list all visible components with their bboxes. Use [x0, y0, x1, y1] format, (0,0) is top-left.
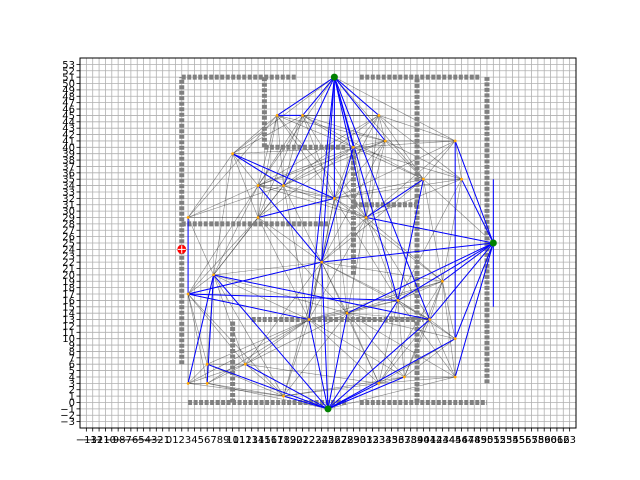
- sample-node-2: [187, 382, 190, 385]
- sample-node-16: [346, 312, 349, 315]
- goal-point-2: [325, 405, 332, 412]
- sample-node-27: [460, 178, 463, 181]
- sample-node-7: [244, 363, 247, 366]
- goal-point-0: [331, 74, 338, 81]
- roadmap-edge-122: [322, 262, 379, 383]
- roadmap-edge-106: [309, 320, 404, 377]
- sample-node-8: [257, 184, 260, 187]
- sample-node-28: [454, 337, 457, 340]
- sample-node-25: [441, 280, 444, 283]
- roadmap-edge-125: [334, 198, 366, 217]
- sample-node-18: [365, 216, 368, 219]
- roadmap-edge-55: [245, 364, 379, 383]
- sample-node-3: [206, 363, 209, 366]
- sample-node-31: [377, 382, 380, 385]
- path-segment-28: [322, 262, 328, 409]
- x-tick-label-76: 63: [563, 435, 576, 446]
- sample-node-10: [276, 114, 279, 117]
- goal-point-1: [490, 240, 497, 247]
- sample-node-22: [403, 376, 406, 379]
- roadmap-edge-34: [214, 154, 233, 275]
- roadmap-edge-183: [283, 377, 404, 396]
- y-tick-label-56: 53: [62, 60, 75, 71]
- sample-node-26: [454, 140, 457, 143]
- sample-node-0: [187, 216, 190, 219]
- roadmap-edge-20: [188, 364, 245, 383]
- sample-node-29: [454, 376, 457, 379]
- sample-node-9: [257, 216, 260, 219]
- sample-node-15: [333, 197, 336, 200]
- sample-node-12: [301, 114, 304, 117]
- sample-node-24: [428, 318, 431, 321]
- roadmap-edge-17: [188, 364, 207, 383]
- grid-lines: [80, 58, 576, 428]
- sample-node-1: [187, 293, 190, 296]
- roadmap-edge-142: [347, 313, 379, 383]
- y-axis-ticks: −3−2−10123456789101112131415161718192021…: [60, 60, 80, 428]
- roadmap-edge-138: [347, 281, 442, 313]
- sample-node-23: [422, 178, 425, 181]
- sample-node-6: [231, 152, 234, 155]
- sample-node-13: [308, 318, 311, 321]
- sample-node-17: [352, 146, 355, 149]
- sample-node-30: [282, 395, 285, 398]
- x-axis-ticks: −13−12−11−10−9−8−7−6−5−4−3−2−10 1 2 3 4 5 6 7 8 9…: [76, 428, 576, 446]
- sample-node-19: [377, 114, 380, 117]
- sample-node-14: [320, 261, 323, 264]
- roadmap-edge-64: [258, 186, 366, 218]
- sample-node-5: [212, 273, 215, 276]
- sample-node-11: [282, 184, 285, 187]
- path-segment-40: [207, 275, 213, 383]
- sample-node-21: [397, 299, 400, 302]
- sample-node-4: [206, 382, 209, 385]
- sample-node-20: [384, 140, 387, 143]
- start-marker: [177, 245, 186, 254]
